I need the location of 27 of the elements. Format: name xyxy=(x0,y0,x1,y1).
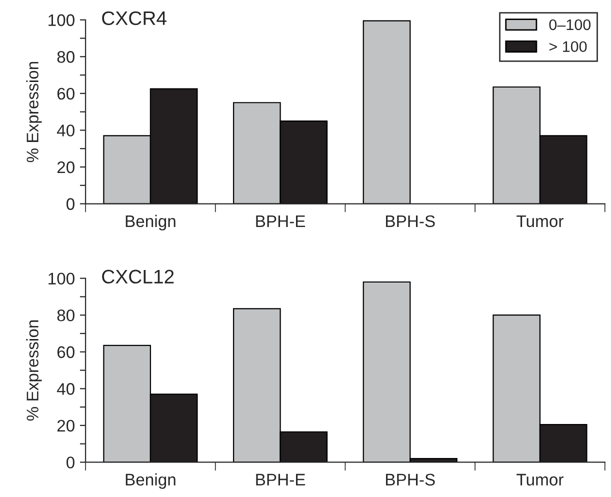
legend-label: > 100 xyxy=(549,41,587,52)
chart-title: CXCL12 xyxy=(102,270,174,284)
y-tick-label: 80 xyxy=(57,51,74,63)
x-tick-label: BPH-S xyxy=(386,215,435,228)
y-tick-label: 0 xyxy=(66,198,74,210)
y-tick-label: 0 xyxy=(66,456,74,468)
y-tick-label: 20 xyxy=(57,161,74,174)
x-tick-label: BPH-S xyxy=(386,474,435,486)
x-tick-label: BPH-E xyxy=(256,215,306,227)
y-tick-label: 80 xyxy=(57,310,74,322)
y-axis-title: % Expression xyxy=(26,62,42,162)
y-tick-label: 40 xyxy=(56,124,74,136)
y-tick-label: 60 xyxy=(57,88,74,100)
x-tick-label: Tumor xyxy=(516,474,564,486)
x-tick-label: Benign xyxy=(126,214,176,230)
chart-title: CXCR4 xyxy=(102,11,166,26)
y-tick-label: 60 xyxy=(57,346,74,358)
y-axis-title: % Expression xyxy=(26,320,42,421)
x-tick-label: BPH-E xyxy=(256,474,306,486)
y-tick-label: 20 xyxy=(57,420,74,432)
y-tick-label: 100 xyxy=(48,272,74,285)
y-tick-label: 100 xyxy=(48,14,74,26)
y-tick-label: 40 xyxy=(56,383,74,395)
x-tick-label: Benign xyxy=(126,473,176,489)
bar xyxy=(362,20,411,204)
legend-label: 0–100 xyxy=(549,19,591,30)
x-tick-label: Tumor xyxy=(516,215,564,228)
